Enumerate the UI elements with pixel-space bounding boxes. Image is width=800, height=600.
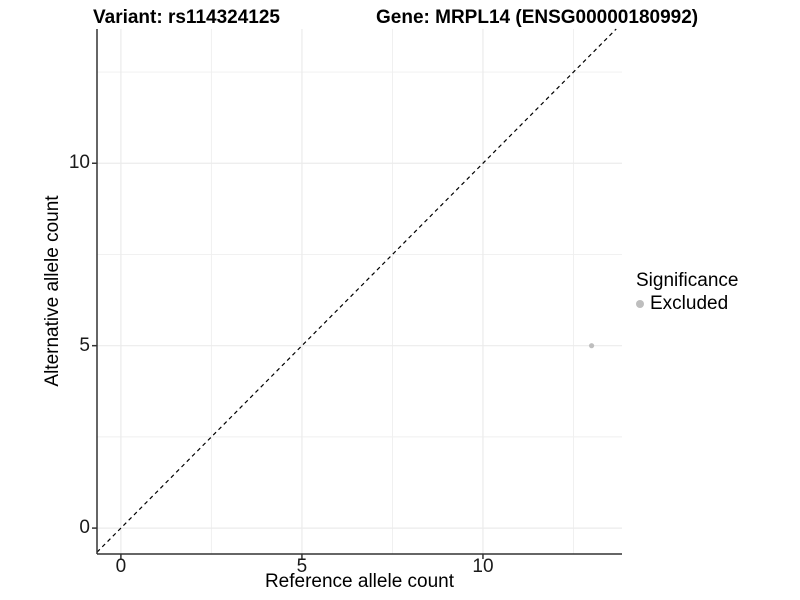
y-tick-label: 10	[68, 152, 90, 174]
plot-title-variant: Variant: rs114324125	[93, 7, 280, 28]
scatter-plot-svg	[92, 28, 622, 559]
x-axis-title: Reference allele count	[264, 571, 455, 592]
plot-panel	[92, 28, 622, 559]
legend-title: Significance	[636, 270, 739, 291]
x-tick-label: 0	[115, 556, 127, 577]
identity-reference-line	[96, 28, 617, 553]
data-point	[588, 343, 595, 349]
legend-item-excluded: Excluded	[636, 293, 738, 315]
plot-title-gene: Gene: MRPL14 (ENSG00000180992)	[376, 7, 699, 28]
excluded-point-icon	[636, 300, 644, 308]
x-tick-label: 5	[296, 556, 308, 577]
y-tick-label: 0	[79, 517, 90, 539]
x-tick-label: 10	[472, 556, 494, 577]
y-tick-label: 5	[79, 334, 90, 356]
legend-item-label: Excluded	[650, 293, 729, 314]
legend: Significance Excluded	[636, 270, 738, 315]
